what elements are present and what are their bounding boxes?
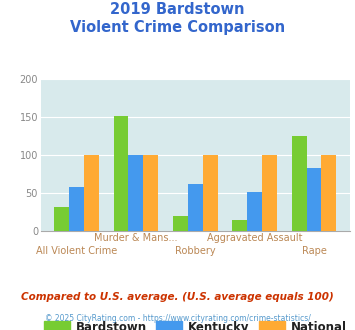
Bar xyxy=(262,155,277,231)
Legend: Bardstown, Kentucky, National: Bardstown, Kentucky, National xyxy=(39,316,351,330)
Text: Violent Crime Comparison: Violent Crime Comparison xyxy=(70,20,285,35)
Bar xyxy=(233,220,247,231)
Bar xyxy=(114,115,129,231)
Bar xyxy=(143,155,158,231)
Bar xyxy=(292,136,307,231)
Bar xyxy=(69,187,84,231)
Text: Robbery: Robbery xyxy=(175,246,215,256)
Text: © 2025 CityRating.com - https://www.cityrating.com/crime-statistics/: © 2025 CityRating.com - https://www.city… xyxy=(45,314,310,323)
Bar xyxy=(203,155,218,231)
Bar xyxy=(84,155,99,231)
Bar xyxy=(173,216,188,231)
Text: Compared to U.S. average. (U.S. average equals 100): Compared to U.S. average. (U.S. average … xyxy=(21,292,334,302)
Bar xyxy=(307,168,322,231)
Bar xyxy=(129,155,143,231)
Bar xyxy=(188,184,203,231)
Bar xyxy=(247,191,262,231)
Bar xyxy=(322,155,336,231)
Text: Murder & Mans...: Murder & Mans... xyxy=(94,233,178,243)
Bar xyxy=(54,207,69,231)
Text: 2019 Bardstown: 2019 Bardstown xyxy=(110,2,245,16)
Text: All Violent Crime: All Violent Crime xyxy=(36,246,117,256)
Text: Rape: Rape xyxy=(302,246,327,256)
Text: Aggravated Assault: Aggravated Assault xyxy=(207,233,302,243)
